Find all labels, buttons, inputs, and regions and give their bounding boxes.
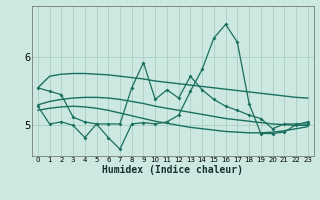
X-axis label: Humidex (Indice chaleur): Humidex (Indice chaleur) [102,165,243,175]
